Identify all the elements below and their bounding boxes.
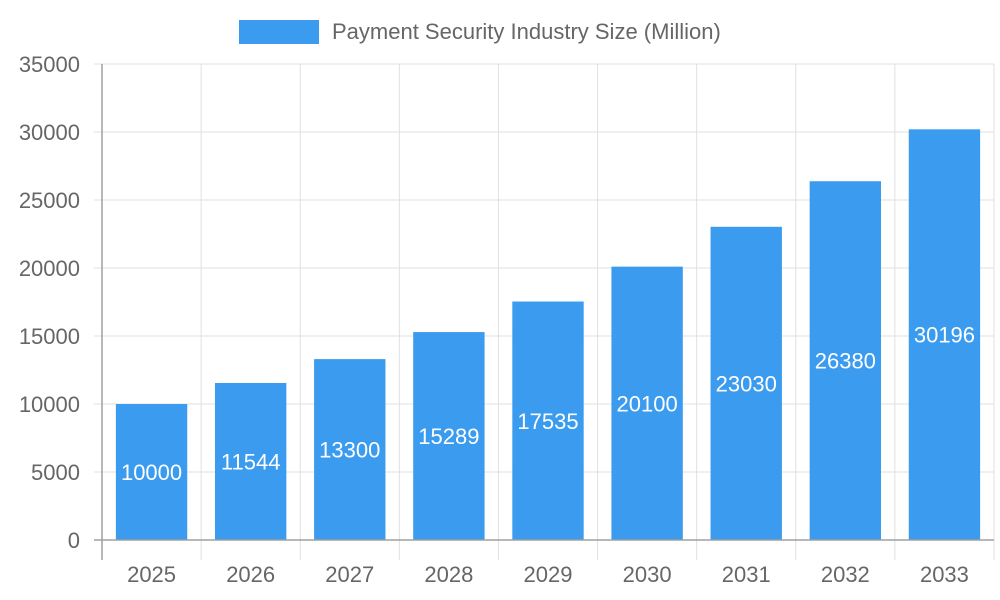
x-tick-label: 2026 bbox=[226, 562, 275, 587]
y-axis-ticks: 0 5000 10000 15000 20000 25000 30000 35000 bbox=[19, 52, 80, 553]
y-tick-label: 5000 bbox=[31, 460, 80, 485]
y-tick-label: 30000 bbox=[19, 120, 80, 145]
data-labels: 10000 11544 13300 15289 17535 20100 23030 26380… bbox=[121, 323, 975, 485]
bar-value-label: 23030 bbox=[716, 371, 777, 396]
bar-value-label: 26380 bbox=[815, 349, 876, 374]
bar-2033[interactable] bbox=[908, 129, 981, 540]
bar-value-label: 13300 bbox=[319, 438, 380, 463]
y-tick-label: 35000 bbox=[19, 52, 80, 77]
y-tick-label: 25000 bbox=[19, 188, 80, 213]
bar-value-label: 30196 bbox=[914, 323, 975, 348]
x-tick-label: 2027 bbox=[325, 562, 374, 587]
x-tick-label: 2028 bbox=[424, 562, 473, 587]
bar-value-label: 10000 bbox=[121, 460, 182, 485]
x-tick-label: 2030 bbox=[623, 562, 672, 587]
x-tick-label: 2031 bbox=[722, 562, 771, 587]
y-tick-label: 20000 bbox=[19, 256, 80, 281]
bar-value-label: 17535 bbox=[517, 409, 578, 434]
bar-value-label: 11544 bbox=[221, 450, 281, 475]
x-tick-label: 2029 bbox=[524, 562, 573, 587]
bar-2031[interactable] bbox=[710, 226, 782, 541]
bars bbox=[115, 129, 981, 541]
bar-2029[interactable] bbox=[512, 301, 584, 540]
legend-swatch bbox=[239, 20, 319, 44]
bar-2030[interactable] bbox=[611, 266, 683, 540]
x-tick-label: 2032 bbox=[821, 562, 870, 587]
bar-2025[interactable] bbox=[115, 404, 188, 540]
bar-value-label: 20100 bbox=[617, 391, 678, 416]
legend-label: Payment Security Industry Size (Million) bbox=[332, 19, 721, 44]
bar-2032[interactable] bbox=[809, 181, 882, 540]
bar-value-label: 15289 bbox=[418, 424, 479, 449]
x-axis-ticks: 2025 2026 2027 2028 2029 2030 2031 2032 2033 bbox=[127, 562, 969, 587]
x-tick-label: 2033 bbox=[920, 562, 969, 587]
y-tick-label: 0 bbox=[68, 528, 80, 553]
bar-2026[interactable] bbox=[214, 383, 287, 540]
grid-lines bbox=[94, 63, 995, 560]
chart-legend[interactable]: Payment Security Industry Size (Million) bbox=[239, 18, 721, 46]
x-tick-label: 2025 bbox=[127, 562, 176, 587]
y-tick-label: 15000 bbox=[19, 324, 80, 349]
bar-2028[interactable] bbox=[413, 332, 485, 540]
bar-2027[interactable] bbox=[314, 359, 386, 540]
axes bbox=[94, 64, 994, 560]
y-tick-label: 10000 bbox=[19, 392, 80, 417]
